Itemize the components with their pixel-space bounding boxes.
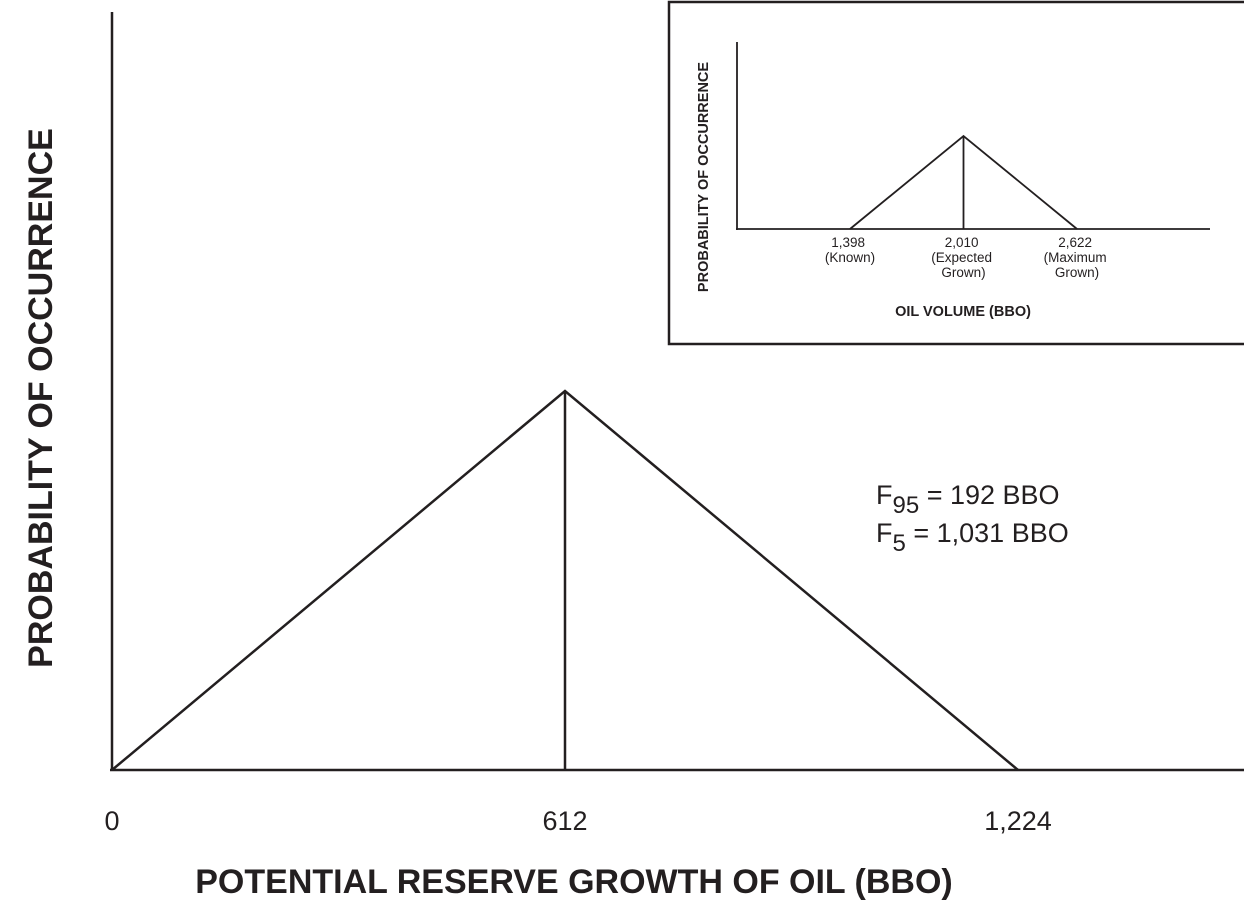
main-y-axis-label: PROBABILITY OF OCCURRENCE bbox=[22, 128, 60, 668]
f95-annotation: F95 = 192 BBO bbox=[876, 480, 1060, 519]
f5-annotation: F5 = 1,031 BBO bbox=[876, 518, 1069, 557]
inset-x-tick-label: 2,622 (Maximum Grown) bbox=[1044, 235, 1111, 280]
main-chart: 0 612 1,224 POTENTIAL RESERVE GROWTH OF … bbox=[22, 12, 1244, 901]
inset-chart: 1,398 (Known) 2,010 (Expected Grown) 2,6… bbox=[667, 0, 1244, 346]
main-x-tick-label: 0 bbox=[104, 806, 119, 836]
inset-x-axis-label: OIL VOLUME (BBO) bbox=[895, 304, 1031, 320]
main-x-tick-label: 612 bbox=[542, 806, 587, 836]
inset-x-tick-label: 1,398 (Known) bbox=[825, 235, 875, 265]
inset-x-tick-label: 2,010 (Expected Grown) bbox=[931, 235, 996, 280]
main-x-tick-label: 1,224 bbox=[984, 806, 1052, 836]
main-x-axis-label: POTENTIAL RESERVE GROWTH OF OIL (BBO) bbox=[195, 863, 952, 901]
inset-frame bbox=[667, 0, 1244, 346]
inset-y-axis-label: PROBABILITY OF OCCURRENCE bbox=[696, 62, 712, 292]
